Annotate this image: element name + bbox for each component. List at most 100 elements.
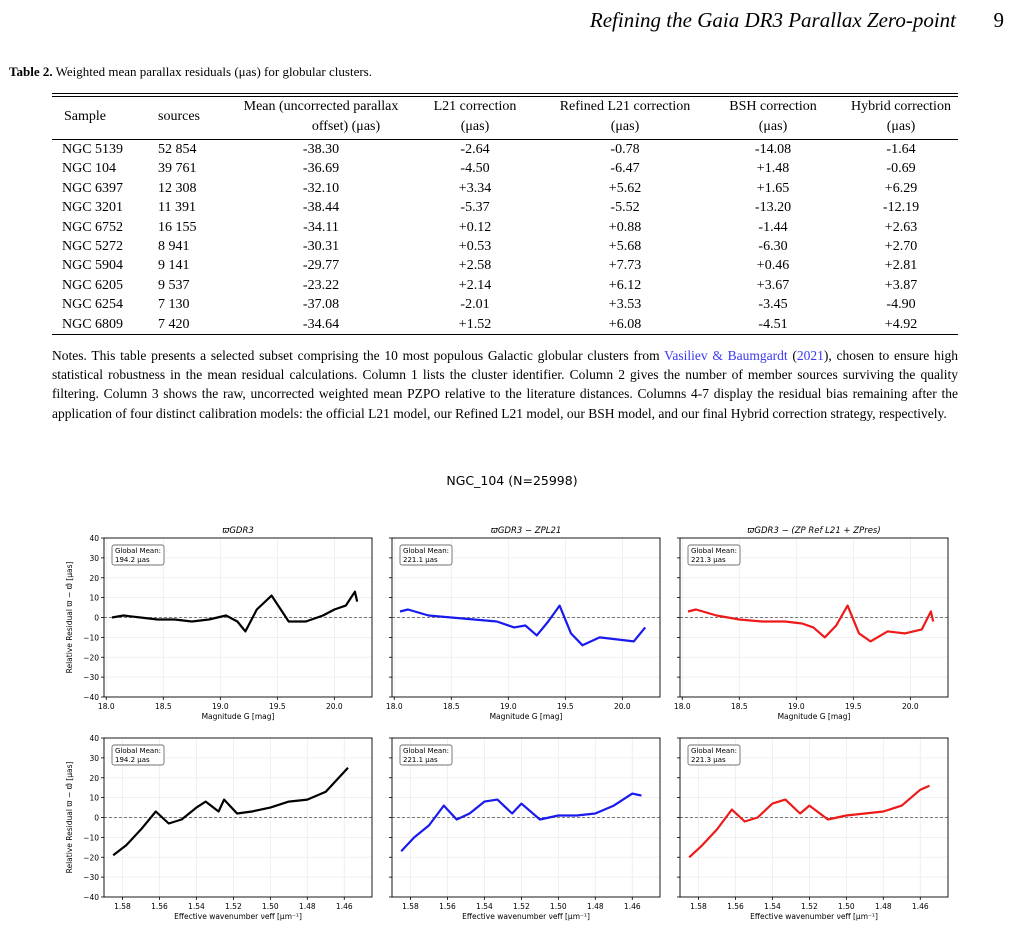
x-tick-label: 19.5 [845, 702, 862, 711]
global-mean-box [687, 744, 741, 766]
x-tick-label: 1.52 [225, 902, 242, 911]
x-tick-label: 18.5 [731, 702, 748, 711]
figure-title: NGC_104 (N=25998) [446, 473, 578, 488]
cell-sources: 8 941 [158, 238, 190, 254]
y-tick-label: 0 [94, 614, 99, 623]
x-tick-label: 1.50 [550, 902, 567, 911]
cell-mean: -30.31 [302, 238, 340, 254]
x-tick-label: 18.5 [443, 702, 460, 711]
x-tick-label: 1.56 [151, 902, 168, 911]
x-tick-label: 1.54 [188, 902, 205, 911]
cell-refined: -0.78 [610, 142, 640, 157]
cell-sources: 39 761 [158, 161, 197, 177]
global-mean-label: Global Mean: [115, 747, 161, 755]
cell-refined: -6.47 [610, 161, 640, 177]
series-line [399, 604, 647, 647]
cell-mean: -36.69 [302, 161, 340, 177]
cell-sources: 12 308 [158, 180, 197, 196]
table-header-bsh-line1: BSH correction [729, 99, 817, 114]
cell-hybrid: -1.64 [886, 142, 916, 157]
global-mean-box [399, 544, 453, 566]
running-title: Refining the Gaia DR3 Parallax Zero-poin… [589, 8, 956, 32]
cell-refined: +3.53 [608, 297, 642, 313]
cell-l21: -2.64 [460, 142, 490, 157]
x-tick-label: 18.0 [98, 702, 115, 711]
x-tick-label: 1.54 [764, 902, 781, 911]
table-header-refined-line2: (μas) [610, 119, 640, 134]
cell-refined: +5.68 [608, 238, 642, 254]
x-tick-label: 20.0 [326, 702, 343, 711]
cell-mean: -38.30 [302, 142, 340, 157]
cell-mean: -38.44 [302, 200, 340, 216]
cell-refined: +6.08 [608, 316, 642, 332]
cell-bsh: -4.51 [758, 316, 788, 332]
table-header-sources: sources [158, 109, 200, 124]
x-tick-label: 1.52 [801, 902, 818, 911]
x-tick-label: 19.0 [788, 702, 805, 711]
x-axis-label: Effective wavenumber νeff [μm⁻¹] [750, 912, 878, 921]
y-tick-label: 10 [89, 594, 99, 603]
table-rule-bottom [52, 334, 958, 335]
table-notes: Notes. This table presents a selected su… [52, 346, 958, 423]
x-tick-label: 1.58 [114, 902, 131, 911]
y-tick-label: −20 [83, 853, 99, 862]
global-mean-value: 221.3 μas [691, 756, 726, 764]
cell-sources: 7 130 [158, 297, 190, 313]
y-tick-label: 20 [89, 574, 99, 583]
table-row: NGC 6809 7 420 -34.64 +1.52 +6.08 -4.51 +4.92 [52, 315, 958, 334]
x-tick-label: 19.5 [557, 702, 574, 711]
cell-hybrid: +6.29 [884, 180, 918, 196]
series-line [400, 792, 642, 853]
x-tick-label: 1.54 [476, 902, 493, 911]
cell-l21: +0.12 [458, 219, 492, 235]
x-axis-label: Effective wavenumber νeff [μm⁻¹] [174, 912, 302, 921]
global-mean-box [111, 544, 165, 566]
table-header-sample: Sample [64, 109, 106, 124]
table-row: NGC 5139 52 854 -38.30 -2.64 -0.78 -14.08 -1.6… [52, 140, 958, 159]
notes-text-start: Notes. This table presents a selected su… [52, 348, 665, 363]
y-tick-label: −40 [83, 893, 99, 902]
page-number: 9 [993, 8, 1005, 32]
series-line [688, 784, 930, 859]
cell-l21: +3.34 [458, 180, 492, 196]
table-header-l21-line2: (μas) [460, 119, 490, 134]
cell-sample: NGC 3201 [62, 200, 124, 216]
cell-hybrid: +4.92 [884, 316, 918, 332]
cell-mean: -37.08 [302, 297, 340, 313]
table-header-mean-line2: offset) (μas) [311, 119, 381, 134]
x-tick-label: 1.58 [690, 902, 707, 911]
y-tick-label: 20 [89, 774, 99, 783]
cell-hybrid: +2.81 [884, 258, 918, 274]
y-tick-label: 40 [89, 734, 99, 743]
y-tick-label: 30 [89, 754, 99, 763]
cell-hybrid: +2.70 [884, 238, 918, 254]
y-tick-label: −40 [83, 693, 99, 702]
y-axis-label: Relative Residual ϖ − ϖ̂ [μas] [65, 562, 74, 674]
table-row: NGC 6205 9 537 -23.22 +2.14 +6.12 +3.67 +3.87 [52, 276, 958, 295]
global-mean-value: 221.1 μas [403, 556, 438, 564]
global-mean-box [687, 544, 741, 566]
x-tick-label: 1.58 [402, 902, 419, 911]
cell-l21: -4.50 [460, 161, 490, 177]
cell-sample: NGC 5272 [62, 238, 124, 254]
cell-sample: NGC 6397 [62, 180, 124, 196]
cell-sources: 11 391 [158, 200, 196, 216]
table-row: NGC 6752 16 155 -34.11 +0.12 +0.88 -1.44 +2.63 [52, 218, 958, 237]
cell-sample: NGC 6809 [62, 316, 124, 332]
table-body: NGC 5139 52 854 -38.30 -2.64 -0.78 -14.08 -1.6… [52, 140, 958, 334]
cell-bsh: -14.08 [754, 142, 792, 157]
running-header: Refining the Gaia DR3 Parallax Zero-poin… [304, 8, 1004, 32]
cell-sources: 52 854 [158, 142, 197, 157]
cell-refined: +6.12 [608, 277, 642, 293]
x-axis-label: Magnitude G [mag] [202, 712, 275, 721]
global-mean-label: Global Mean: [691, 747, 737, 755]
notes-citation-year-link[interactable]: 2021 [796, 348, 824, 363]
table-caption: Table 2. Weighted mean parallax residual… [9, 64, 372, 80]
cell-mean: -34.64 [302, 316, 340, 332]
x-tick-label: 1.56 [439, 902, 456, 911]
y-tick-label: −20 [83, 653, 99, 662]
y-tick-label: 0 [94, 814, 99, 823]
table-row: NGC 6397 12 308 -32.10 +3.34 +5.62 +1.65 +6.29 [52, 179, 958, 198]
x-tick-label: 19.5 [269, 702, 286, 711]
notes-citation-link[interactable]: Vasiliev & Baumgardt [664, 348, 788, 363]
